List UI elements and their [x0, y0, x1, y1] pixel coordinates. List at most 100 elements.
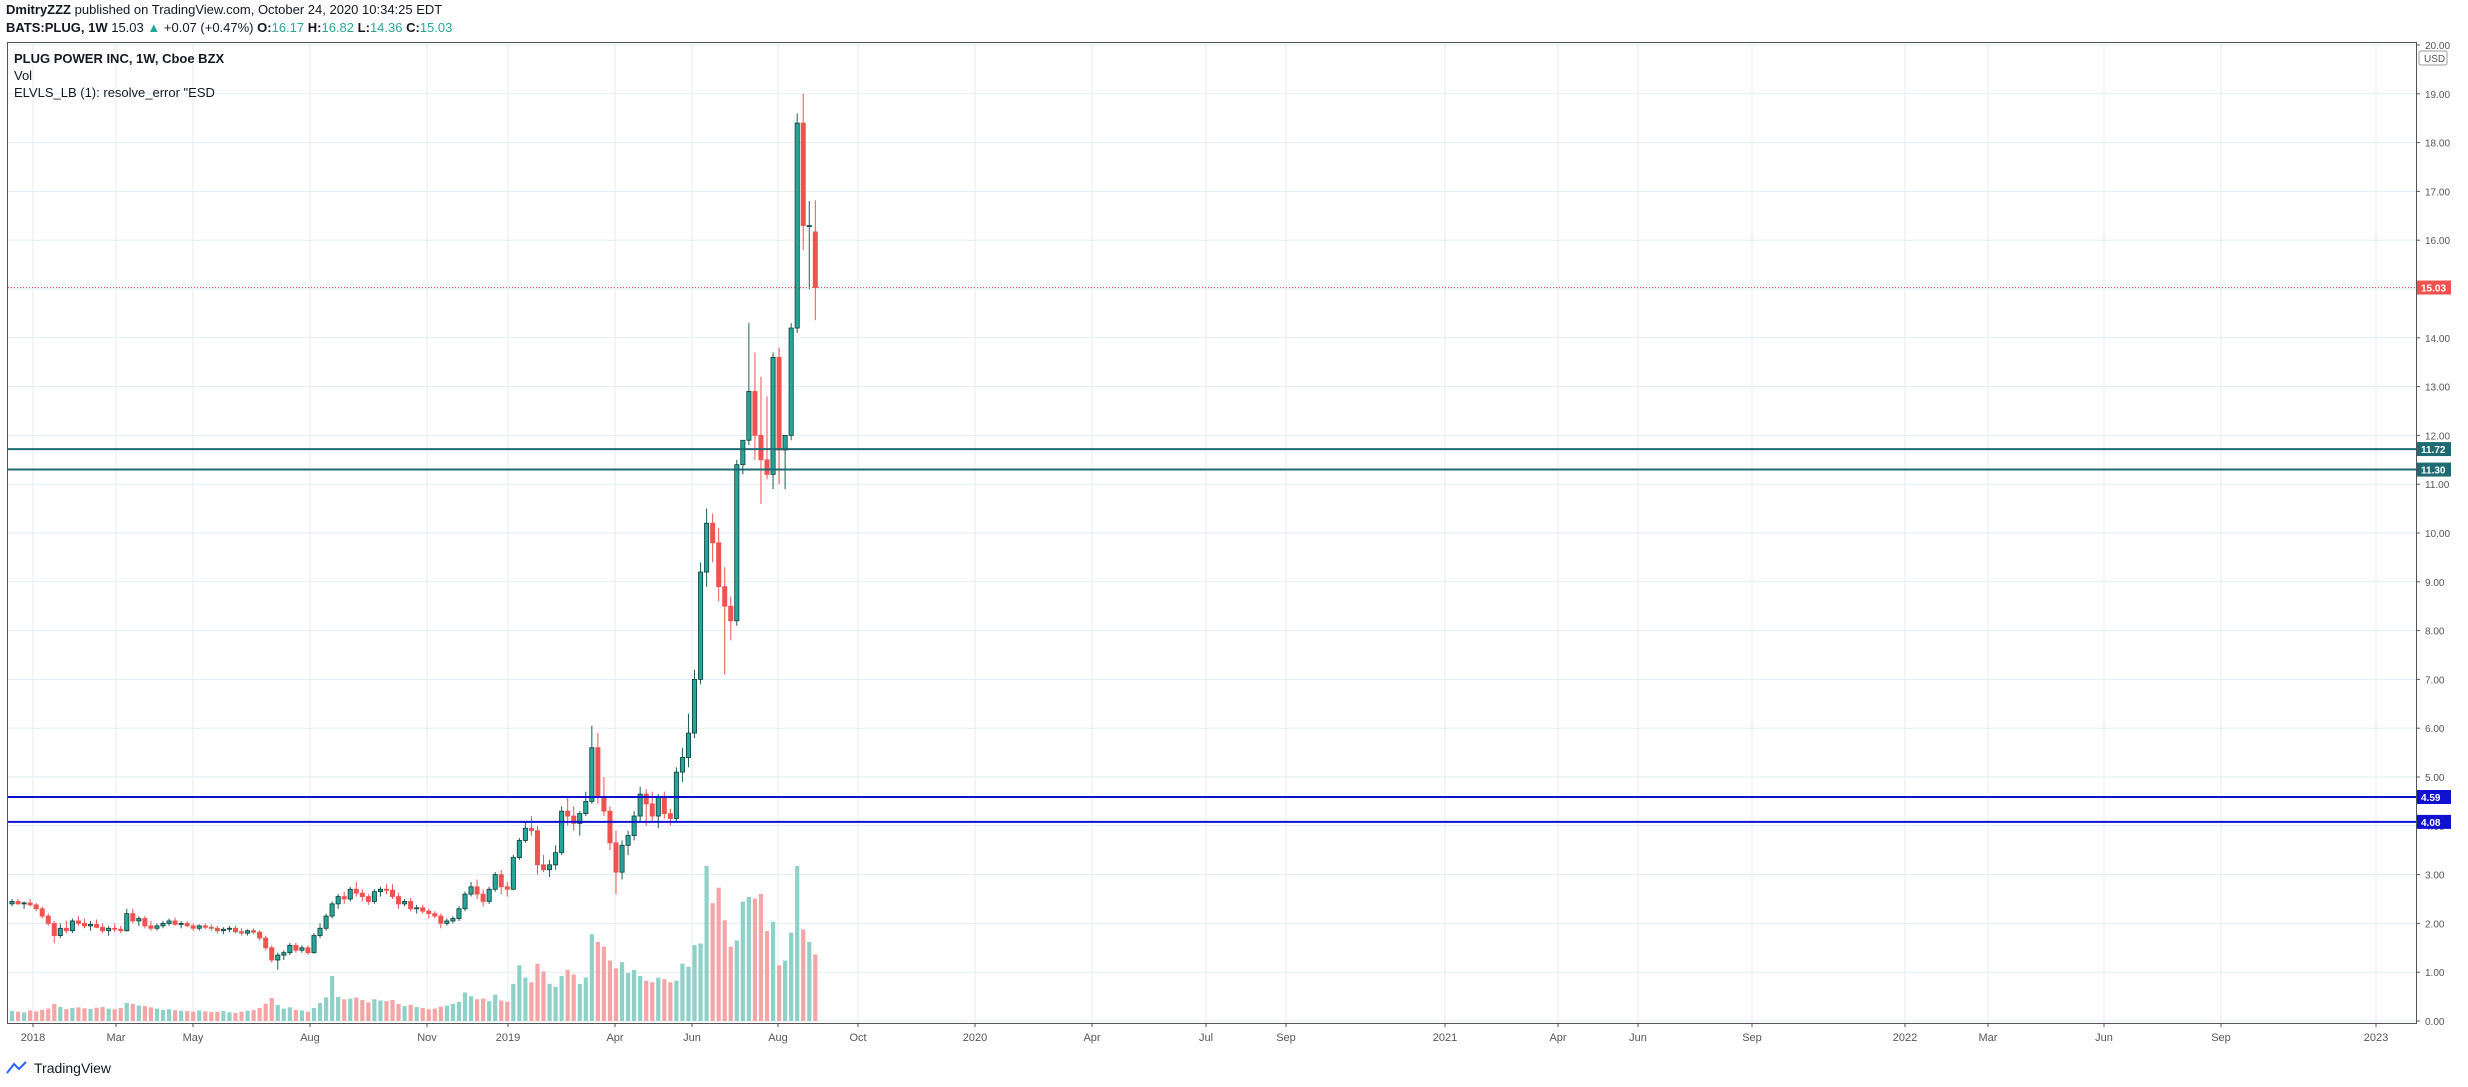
y-tick-label: 6.00: [2425, 724, 2445, 735]
candle-down: [613, 842, 619, 873]
candle-down: [643, 793, 649, 805]
volume-bar: [330, 976, 335, 1021]
candle-up: [637, 793, 643, 817]
x-tick-label: Apr: [1549, 1032, 1566, 1044]
candle-up: [329, 903, 335, 917]
candle-down: [263, 937, 269, 949]
candle-down: [81, 923, 87, 927]
candle-up: [468, 886, 474, 895]
y-tick-label: 2.00: [2425, 919, 2445, 930]
candle-down: [100, 926, 106, 932]
volume-bar: [76, 1007, 81, 1021]
candle-up: [281, 952, 287, 956]
footer-brand[interactable]: TradingView: [6, 1060, 111, 1076]
candle-up: [704, 522, 710, 573]
candle-down: [293, 944, 299, 951]
candle-up: [516, 840, 522, 858]
volume-bar: [191, 1011, 196, 1021]
candle-down: [27, 902, 33, 906]
x-tick-label: Mar: [107, 1032, 126, 1044]
volume-bar: [426, 1009, 431, 1021]
candle-up: [625, 835, 631, 846]
volume-bar: [523, 977, 528, 1021]
candle-down: [426, 910, 432, 915]
volume-bar: [764, 931, 770, 1021]
brand-label: TradingView: [34, 1060, 112, 1076]
candle-up: [770, 356, 776, 475]
candle-down: [396, 896, 402, 905]
legend-title: PLUG POWER INC, 1W, Cboe BZX: [14, 51, 225, 66]
candle-down: [75, 920, 81, 924]
volume-bar: [505, 1001, 510, 1021]
volume-bar: [638, 976, 643, 1021]
candle-down: [565, 810, 571, 817]
candle-down: [716, 542, 722, 588]
candle-down: [45, 915, 51, 924]
chart-frame: [7, 42, 2417, 1024]
candle-up: [692, 679, 698, 734]
candle-down: [667, 813, 673, 819]
tradingview-logo-icon: [6, 1061, 27, 1074]
volume-bar: [215, 1011, 220, 1021]
candle-up: [673, 771, 679, 819]
high-label: H:: [307, 20, 322, 35]
volume-bar: [813, 954, 818, 1021]
volume-bar: [396, 1003, 401, 1021]
y-tick-label: 12.00: [2425, 431, 2450, 442]
x-tick-label: 2019: [496, 1032, 520, 1044]
candle-down: [504, 886, 510, 890]
candle-down: [269, 947, 275, 961]
candle-down: [39, 908, 45, 917]
volume-bar: [547, 983, 552, 1021]
volume-bar: [40, 1009, 45, 1021]
published-text: published on TradingView.com, October 24…: [74, 2, 443, 17]
candle-up: [402, 901, 408, 905]
volume-bar: [58, 1007, 63, 1021]
currency-label: USD: [2424, 54, 2445, 65]
volume-bar: [668, 982, 673, 1021]
candle-down: [607, 810, 613, 844]
level-label: 4.59: [2421, 793, 2441, 804]
candle-up: [311, 935, 317, 954]
volume-bar: [752, 898, 758, 1021]
candle-up: [21, 902, 27, 905]
volume-bar: [179, 1010, 184, 1021]
candle-down: [202, 925, 208, 928]
candle-up: [631, 815, 637, 836]
volume-bar: [444, 1005, 449, 1021]
y-tick-label: 9.00: [2425, 578, 2445, 589]
volume-bar: [257, 1007, 262, 1021]
volume-bar: [432, 1008, 437, 1021]
volume-bar: [124, 1003, 129, 1021]
candle-down: [722, 586, 728, 607]
volume-bar: [148, 1007, 154, 1021]
volume-bar: [481, 998, 486, 1021]
author-name[interactable]: DmitryZZZ: [6, 2, 71, 17]
candle-up: [788, 327, 794, 436]
volume-bar: [317, 1003, 323, 1021]
x-tick-label: Apr: [1083, 1032, 1100, 1044]
candle-up: [335, 896, 341, 905]
level-tag: [2417, 790, 2451, 805]
volume-bar: [740, 901, 745, 1021]
volume-bar: [716, 887, 721, 1021]
volume-bar: [269, 998, 274, 1021]
level-tag: [2417, 462, 2451, 477]
candle-up: [88, 923, 94, 927]
volume-bar: [565, 969, 570, 1021]
change-value: +0.07 (+0.47%): [163, 20, 254, 35]
volume-bar: [9, 1011, 15, 1021]
volume-bar: [311, 1007, 317, 1021]
volume-bar: [577, 983, 582, 1021]
volume-bar: [553, 986, 558, 1021]
x-tick-label: 2022: [1893, 1032, 1917, 1044]
candle-down: [480, 893, 486, 902]
volume-bar: [692, 945, 697, 1021]
volume-bar: [722, 920, 727, 1021]
candle-up: [299, 947, 305, 951]
volume-bar: [46, 1008, 51, 1021]
volume-bar: [287, 1007, 292, 1021]
volume-bar: [112, 1009, 117, 1021]
y-tick-label: 3.00: [2425, 871, 2445, 882]
